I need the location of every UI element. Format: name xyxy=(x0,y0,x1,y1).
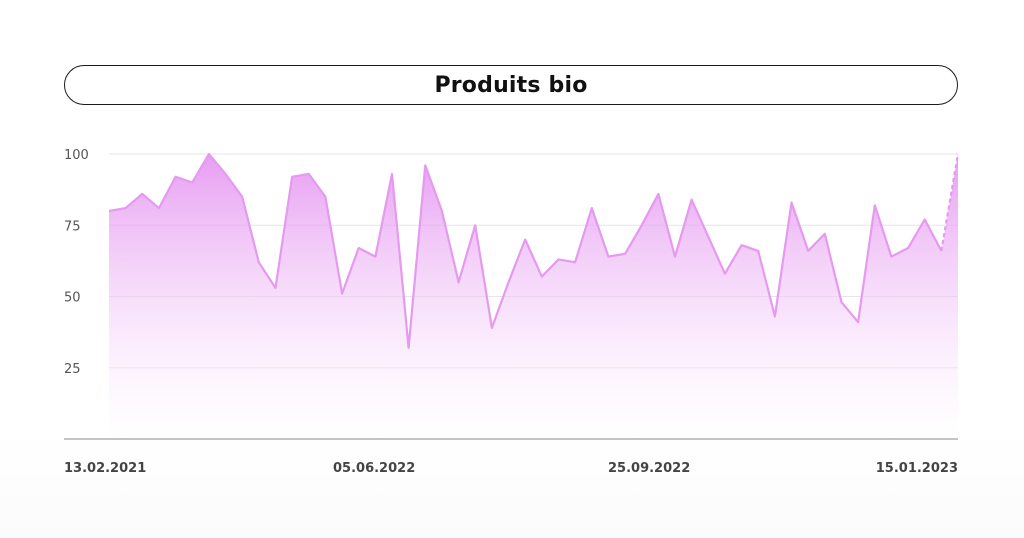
y-tick-label-25: 25 xyxy=(64,362,81,377)
x-tick-label: 25.09.2022 xyxy=(608,461,690,476)
y-tick-label-75: 75 xyxy=(64,219,81,234)
x-tick-label: 05.06.2022 xyxy=(333,461,415,476)
x-tick-label: 15.01.2023 xyxy=(876,461,958,476)
y-tick-labels: 25 50 75 100 xyxy=(64,148,89,377)
y-tick-label-50: 50 xyxy=(64,291,81,306)
series-line-path xyxy=(108,152,943,349)
series-line xyxy=(108,152,960,349)
y-tick-label-100: 100 xyxy=(64,148,89,163)
area-path xyxy=(109,154,958,439)
area-fill xyxy=(109,154,958,439)
chart-title: Produits bio xyxy=(434,72,588,98)
x-tick-label: 13.02.2021 xyxy=(64,461,146,476)
x-tick-labels: 13.02.2021 05.06.2022 25.09.2022 15.01.2023 xyxy=(64,461,958,476)
chart-title-pill: Produits bio xyxy=(64,65,958,105)
series-line-dashed-segment xyxy=(940,153,960,252)
